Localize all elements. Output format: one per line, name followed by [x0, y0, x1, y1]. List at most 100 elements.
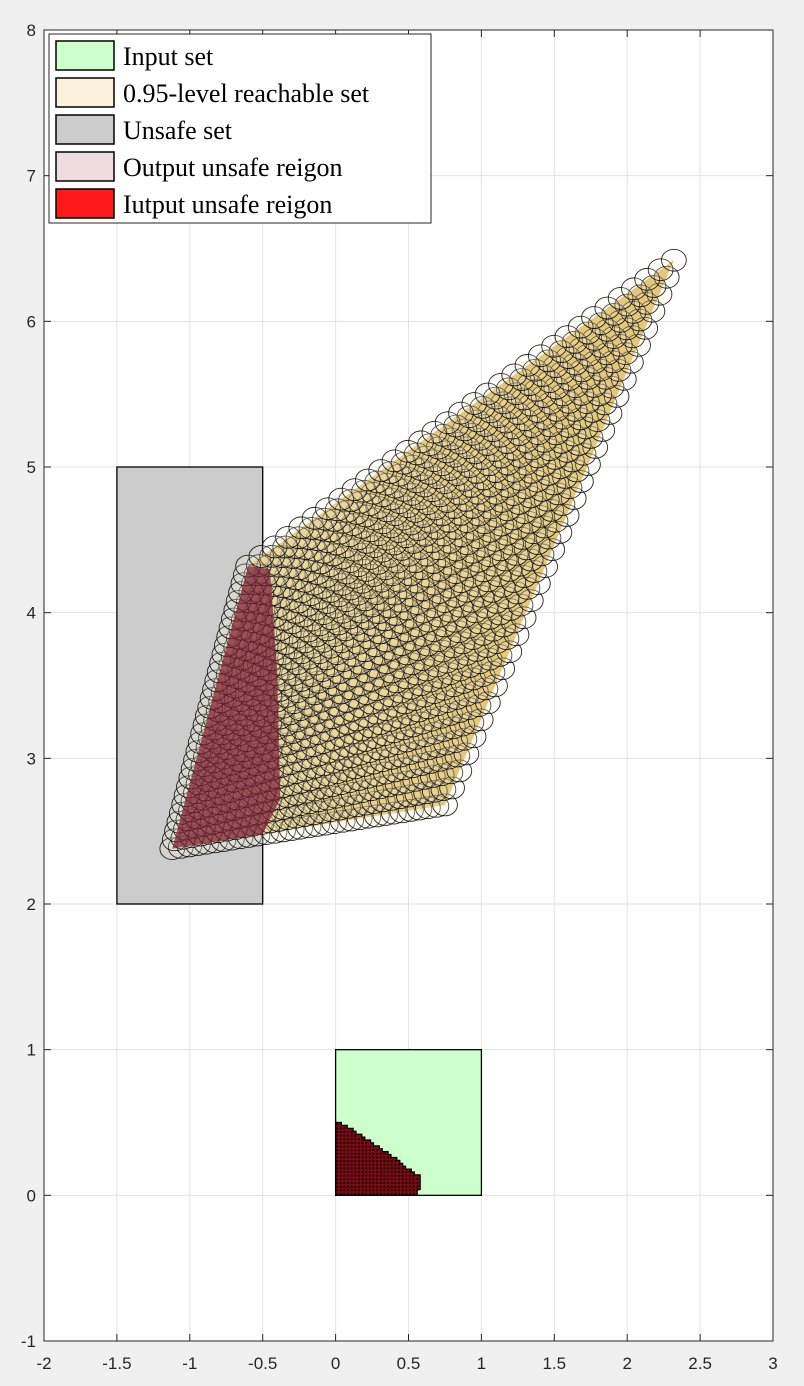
reachable-ellipse — [574, 321, 601, 345]
reachable-ellipse — [514, 353, 541, 377]
reachable-ellipse — [518, 393, 544, 417]
reachable-ellipse — [454, 436, 481, 460]
reachable-ellipse — [467, 427, 493, 451]
reachable-ellipse — [594, 296, 621, 320]
reachable-ellipse — [522, 358, 549, 382]
reachable-ellipse — [459, 422, 486, 446]
reachable-ellipse — [607, 287, 634, 310]
reachable-ellipse — [472, 414, 499, 437]
reachable-ellipse — [449, 449, 476, 473]
x-tick-label: -1.5 — [102, 1354, 131, 1373]
y-tick-label: 1 — [27, 1041, 36, 1060]
reachable-ellipse — [495, 377, 522, 401]
x-tick-label: 0.5 — [397, 1354, 421, 1373]
reachable-ellipse — [355, 468, 381, 492]
reachable-ellipse — [424, 466, 451, 490]
reachable-ellipse — [288, 516, 315, 540]
x-tick-label: 1.5 — [542, 1354, 566, 1373]
reachable-ellipse — [621, 277, 647, 301]
y-tick-label: 8 — [27, 21, 36, 40]
reachable-ellipse — [441, 444, 468, 468]
reachable-ellipse — [661, 248, 687, 272]
reachable-ellipse — [490, 391, 517, 415]
reachable-ellipse — [527, 344, 554, 368]
legend-label: Input set — [123, 42, 214, 71]
reachable-ellipse — [347, 490, 374, 514]
reachable-ellipse — [536, 370, 563, 393]
y-tick-label: 0 — [27, 1186, 36, 1205]
y-tick-label: 4 — [27, 604, 36, 623]
legend-swatch — [55, 188, 115, 219]
reachable-ellipse — [439, 776, 465, 800]
legend-label: Unsafe set — [123, 116, 233, 145]
legend-swatch — [55, 151, 115, 182]
reachable-ellipse — [588, 312, 614, 336]
y-tick-label: 7 — [27, 167, 36, 186]
reachable-ellipse — [477, 400, 504, 424]
y-tick-label: 6 — [27, 312, 36, 331]
x-tick-label: -2 — [36, 1354, 51, 1373]
x-tick-label: 3 — [768, 1354, 777, 1373]
x-tick-label: -1 — [182, 1354, 197, 1373]
reachable-ellipse — [464, 409, 491, 433]
reachable-ellipse — [451, 418, 478, 442]
reachable-ellipse — [386, 491, 413, 514]
reachable-ellipse — [436, 458, 463, 481]
reachable-ellipse — [482, 386, 509, 410]
reachable-ellipse — [421, 420, 448, 444]
reachable-ellipse — [259, 544, 285, 568]
legend-label: Iutput unsafe reigon — [123, 190, 332, 219]
reachable-ellipse — [485, 405, 511, 429]
reachable-ellipse — [285, 526, 312, 550]
reachable-ellipse — [298, 517, 325, 540]
reachable-ellipse — [549, 361, 576, 385]
reachable-ellipse — [461, 392, 488, 415]
reachable-ellipse — [328, 487, 355, 511]
reachable-ellipse — [499, 416, 526, 440]
reachable-ellipse — [541, 334, 567, 358]
x-tick-label: -0.5 — [248, 1354, 277, 1373]
reachable-ellipse — [408, 430, 434, 454]
reachable-ellipse — [474, 382, 501, 406]
legend-swatch — [55, 114, 115, 145]
y-tick-label: 3 — [27, 749, 36, 768]
reachable-ellipse — [501, 363, 528, 387]
reachable-ellipse — [509, 368, 535, 391]
reachable-ellipse — [567, 315, 594, 339]
reachable-ellipse — [446, 759, 473, 783]
reachable-ellipse — [315, 497, 341, 521]
reachable-ellipse — [469, 396, 496, 419]
reachable-ellipse — [389, 800, 416, 824]
x-tick-label: 0 — [331, 1354, 340, 1373]
legend-swatch — [55, 40, 115, 71]
reachable-ellipse — [248, 545, 275, 568]
x-tick-label: 2 — [622, 1354, 631, 1373]
reachable-ellipse — [446, 431, 473, 455]
output-unsafe-region — [172, 566, 281, 849]
reachable-ellipse — [368, 459, 395, 482]
reachable-ellipse — [453, 742, 480, 766]
reachable-ellipse — [488, 373, 514, 396]
reachable-ellipse — [456, 405, 483, 429]
reachable-ellipse — [434, 411, 461, 435]
reachable-ellipse — [275, 526, 301, 549]
input-unsafe-dots — [335, 1123, 419, 1195]
reachable-ellipse — [272, 535, 299, 559]
reachable-ellipse — [554, 325, 581, 348]
x-tick-label: 1 — [477, 1354, 486, 1373]
reachable-ellipse — [351, 479, 377, 503]
reachable-ellipse — [460, 725, 487, 749]
reachable-ellipse — [503, 382, 530, 406]
y-tick-label: 5 — [27, 458, 36, 477]
reachable-ellipse — [634, 267, 661, 291]
reachable-ellipse — [555, 346, 582, 369]
reachable-ellipse — [647, 258, 674, 282]
y-tick-label: 2 — [27, 895, 36, 914]
legend[interactable]: Input set 0.95-level reachable set Unsafe … — [48, 33, 432, 224]
data-layer — [116, 248, 687, 1196]
reachable-ellipse — [394, 439, 421, 463]
reachable-ellipse — [261, 535, 288, 559]
reachable-ellipse — [341, 478, 368, 501]
legend-label: Output unsafe reigon — [123, 153, 343, 182]
